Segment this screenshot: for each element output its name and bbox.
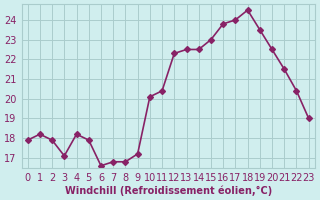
- X-axis label: Windchill (Refroidissement éolien,°C): Windchill (Refroidissement éolien,°C): [65, 185, 272, 196]
